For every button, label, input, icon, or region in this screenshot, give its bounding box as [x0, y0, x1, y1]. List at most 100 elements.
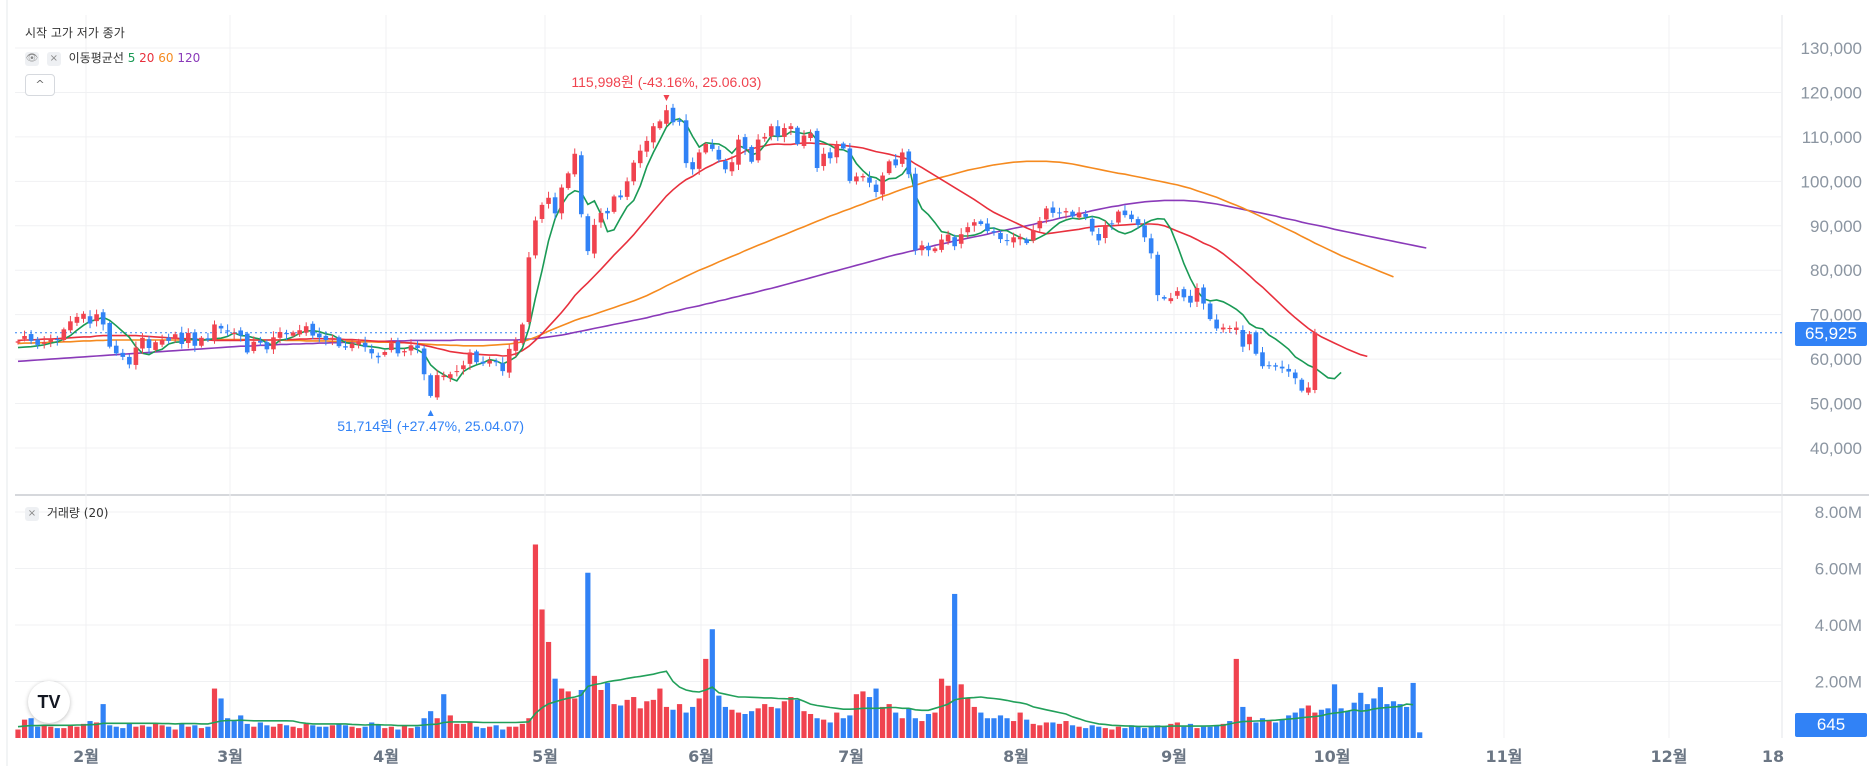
eye-slash-icon[interactable]: 👁: [25, 51, 39, 66]
candle-body: [585, 216, 591, 252]
candle-body: [1017, 236, 1023, 240]
volume-bar: [310, 725, 316, 738]
volume-bar: [952, 593, 958, 738]
volume-bar: [1364, 704, 1370, 738]
volume-bar: [1273, 722, 1279, 738]
candle-body: [61, 329, 67, 341]
candle-body: [264, 342, 270, 350]
volume-bar: [598, 689, 604, 738]
candle-body: [1273, 365, 1278, 367]
volume-bar: [1161, 726, 1167, 738]
volume-bar: [205, 726, 211, 738]
candle-body: [133, 347, 139, 365]
candle-body: [716, 149, 722, 160]
candle-body: [533, 220, 538, 256]
volume-bar: [238, 715, 244, 738]
volume-bar: [611, 704, 617, 738]
candle-body: [159, 340, 165, 345]
volume-close-icon[interactable]: ×: [25, 506, 39, 521]
volume-bar: [1168, 723, 1174, 738]
volume-bar: [218, 698, 224, 738]
candle-body: [146, 339, 152, 348]
price-tick-label: 110,000: [1802, 128, 1862, 147]
volume-bar: [1155, 725, 1161, 738]
candle-body: [408, 345, 414, 351]
close-icon[interactable]: ×: [46, 51, 61, 66]
volume-bar: [539, 609, 545, 738]
candle-body: [598, 212, 604, 223]
volume-layer: [15, 544, 1423, 738]
volume-bar: [519, 723, 525, 738]
candle-body: [349, 343, 355, 349]
candle-body: [1253, 332, 1259, 354]
tradingview-logo[interactable]: TV: [28, 681, 70, 723]
candle-body: [1142, 225, 1147, 238]
volume-bar: [1351, 702, 1357, 738]
volume-bar: [1417, 732, 1423, 738]
volume-bar: [480, 728, 486, 738]
candle-body: [1207, 303, 1213, 320]
volume-bar: [454, 723, 460, 738]
volume-bar: [1266, 721, 1272, 738]
candle-body: [867, 177, 872, 183]
volume-bar: [1135, 726, 1141, 738]
volume-bar: [965, 698, 971, 738]
candle-body: [860, 176, 866, 178]
candle-body: [94, 314, 99, 322]
volume-bar: [251, 726, 257, 738]
candle-body: [474, 351, 479, 363]
candle-body: [218, 325, 224, 329]
candle-body: [1266, 365, 1272, 367]
volume-bar: [1384, 704, 1390, 738]
volume-bar: [395, 729, 401, 738]
volume-bar: [729, 709, 735, 738]
candle-body: [1155, 254, 1160, 296]
ma20-line: [17, 142, 1368, 358]
high-annotation: 115,998원 (-43.16%, 25.06.03): [571, 74, 761, 90]
volume-bar: [637, 708, 643, 738]
candle-body: [991, 231, 997, 233]
candle-body: [434, 375, 440, 398]
candle-body: [1175, 291, 1180, 296]
volume-bar: [578, 689, 584, 738]
candle-body: [808, 133, 813, 138]
collapse-button[interactable]: ^: [25, 74, 55, 96]
volume-bar: [1404, 706, 1410, 738]
candle-body: [362, 342, 368, 348]
volume-bar: [552, 678, 558, 738]
volume-bar: [657, 688, 663, 738]
volume-bar: [873, 688, 879, 738]
candle-body: [683, 120, 689, 164]
volume-bar: [1056, 723, 1063, 738]
candle-body: [1037, 220, 1043, 229]
candle-body: [814, 130, 820, 168]
candle-body: [873, 184, 879, 192]
candle-body: [1194, 288, 1200, 302]
volume-bar: [159, 725, 165, 738]
volume-bar: [919, 721, 925, 738]
volume-bar: [487, 726, 493, 738]
volume-bar: [349, 726, 355, 738]
candle-body: [520, 324, 525, 343]
volume-bar: [1148, 726, 1154, 738]
volume-bar: [1233, 658, 1239, 738]
candle-body: [1292, 372, 1298, 379]
volume-bar: [1220, 723, 1226, 738]
volume-bar: [388, 726, 394, 738]
candle-body: [140, 337, 145, 349]
candle-body: [1220, 327, 1226, 330]
time-tick-label: 2월: [73, 747, 99, 766]
volume-bar: [1207, 726, 1213, 738]
ohlc-label: 시작 고가 저가 종가: [25, 26, 125, 40]
volume-bar: [473, 726, 480, 738]
last-price-tag: 65,925: [1795, 322, 1867, 346]
volume-bar: [722, 706, 728, 738]
candle-body: [454, 371, 460, 373]
volume-bar: [526, 718, 532, 738]
candle-body: [415, 345, 420, 348]
candle-body: [1063, 211, 1069, 213]
candle-body: [729, 162, 735, 172]
volume-bar: [1174, 722, 1180, 738]
